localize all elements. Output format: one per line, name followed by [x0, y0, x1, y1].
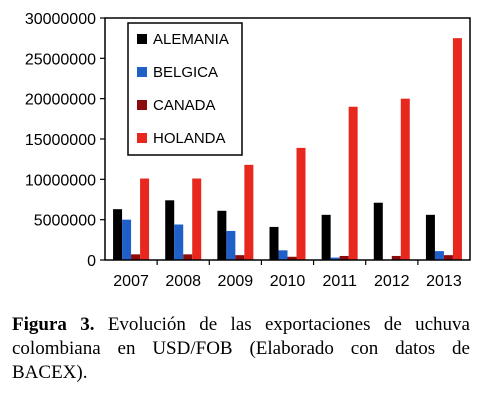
bar-canada-2009 [235, 255, 245, 260]
x-tick-label: 2013 [426, 273, 462, 290]
bar-belgica-2007 [122, 219, 132, 260]
legend-label-holanda: HOLANDA [153, 130, 226, 147]
legend-swatch-alemania [137, 34, 147, 44]
legend-label-alemania: ALEMANIA [153, 31, 229, 48]
legend-label-belgica: BELGICA [153, 64, 218, 81]
y-tick-label: 0 [87, 253, 96, 270]
caption-label: Figura 3. [12, 314, 95, 335]
y-tick-label: 30000000 [25, 11, 96, 28]
bar-chart: 0 5000000 10000000 15000000 20000000 25000000… [25, 11, 471, 290]
bar-alemania-2007 [113, 209, 123, 260]
bar-holanda-2008 [192, 178, 202, 260]
x-tick-label: 2007 [113, 273, 149, 290]
bar-alemania-2008 [165, 200, 175, 260]
bar-canada-2007 [131, 254, 141, 260]
caption-text: Evolución de las exportaciones de uchuva… [12, 314, 470, 383]
bar-canada-2010 [287, 256, 297, 260]
bar-canada-2008 [183, 254, 193, 260]
bar-alemania-2011 [321, 214, 331, 260]
bar-belgica-2009 [226, 230, 236, 260]
bars-group [113, 38, 462, 261]
x-tick-label: 2012 [374, 273, 410, 290]
bar-belgica-2011 [330, 257, 340, 260]
legend: ALEMANIA BELGICA CANADA HOLANDA [127, 22, 243, 156]
bar-belgica-2008 [174, 224, 184, 260]
bar-holanda-2010 [296, 147, 306, 260]
legend-swatch-canada [137, 100, 147, 110]
y-axis-ticks: 0 5000000 10000000 15000000 20000000 25000000… [25, 11, 105, 270]
x-tick-label: 2009 [218, 273, 254, 290]
x-tick-label: 2011 [322, 273, 357, 290]
bar-holanda-2012 [400, 98, 410, 261]
bar-holanda-2011 [348, 106, 358, 260]
bar-alemania-2009 [217, 210, 227, 260]
bar-canada-2013 [443, 255, 453, 260]
bar-canada-2012 [391, 255, 401, 260]
figure-caption: Figura 3. Evolución de las exportaciones… [12, 313, 470, 385]
bar-belgica-2010 [278, 250, 288, 260]
bar-canada-2011 [339, 255, 349, 260]
plot-frame [104, 17, 471, 261]
y-tick-label: 25000000 [25, 51, 96, 68]
y-tick-label: 5000000 [34, 213, 96, 230]
bar-alemania-2013 [425, 214, 435, 260]
y-tick-label: 10000000 [25, 172, 96, 189]
bar-holanda-2013 [452, 38, 462, 260]
bar-alemania-2012 [373, 202, 383, 260]
legend-swatch-holanda [137, 133, 147, 143]
bar-holanda-2007 [140, 178, 150, 260]
bar-holanda-2009 [244, 164, 254, 260]
y-tick-label: 20000000 [25, 92, 96, 109]
x-axis-ticks: 2007 2008 2009 2010 2011 2012 2013 [113, 260, 462, 290]
legend-swatch-belgica [137, 67, 147, 77]
x-tick-label: 2008 [165, 273, 201, 290]
legend-label-canada: CANADA [153, 97, 216, 114]
bar-belgica-2013 [434, 251, 444, 260]
x-tick-label: 2010 [270, 273, 306, 290]
y-tick-label: 15000000 [25, 132, 96, 149]
bar-alemania-2010 [269, 226, 279, 260]
